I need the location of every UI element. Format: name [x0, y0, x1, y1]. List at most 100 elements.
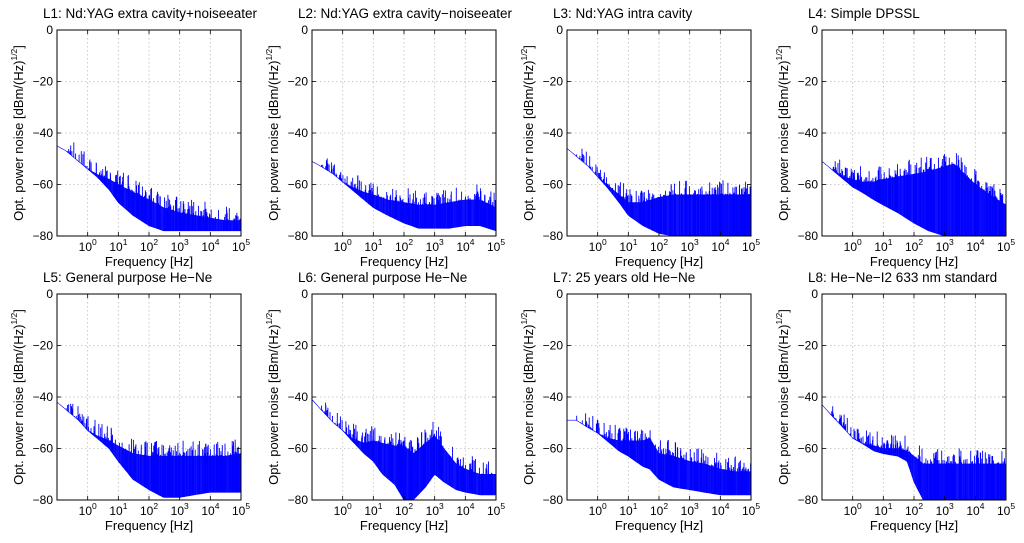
x-tick-label: 104 [966, 237, 984, 254]
y-tick-label: −80 [288, 493, 309, 507]
x-axis-label: Frequency [Hz] [105, 254, 193, 269]
noise-spikes [831, 153, 1005, 236]
x-tick-label: 100 [79, 237, 97, 254]
x-tick-label: 105 [742, 237, 760, 254]
y-tick-label: −80 [798, 493, 819, 507]
y-tick-label: −80 [288, 229, 309, 243]
x-tick-label: 102 [140, 501, 158, 518]
x-tick-label: 103 [936, 237, 954, 254]
y-tick-label: −80 [33, 229, 54, 243]
subplot-title: L5: General purpose He−Ne [43, 270, 212, 285]
y-tick-label: −60 [543, 178, 564, 192]
x-tick-label: 103 [171, 237, 189, 254]
x-tick-label: 104 [966, 501, 984, 518]
y-tick-label: 0 [811, 23, 818, 37]
y-axis-label: Opt. power noise [dBm/(Hz)1/2] [774, 45, 791, 221]
y-axis-label: Opt. power noise [dBm/(Hz)1/2] [264, 45, 281, 221]
y-tick-label: −80 [543, 229, 564, 243]
x-tick-label: 100 [334, 237, 352, 254]
x-tick-label: 102 [140, 237, 158, 254]
y-axis-label: Opt. power noise [dBm/(Hz)1/2] [519, 309, 536, 485]
y-tick-label: 0 [556, 287, 563, 301]
subplot-title: L1: Nd:YAG extra cavity+noiseeater [43, 6, 257, 21]
x-axis-label: Frequency [Hz] [360, 518, 448, 533]
subplot-title: L3: Nd:YAG intra cavity [553, 6, 693, 21]
x-tick-label: 102 [395, 501, 413, 518]
x-tick-label: 101 [874, 501, 892, 518]
y-tick-label: 0 [556, 23, 563, 37]
subplot-5: 100 101 102 103 104 105 0 −20 −40 −60 −80 L5: Gener… [9, 270, 250, 533]
y-tick-label: −20 [798, 75, 819, 89]
y-tick-label: −60 [288, 178, 309, 192]
y-tick-label: −20 [543, 75, 564, 89]
x-tick-label: 102 [905, 501, 923, 518]
y-tick-label: −40 [288, 390, 309, 404]
subplot-3: 100 101 102 103 104 105 0 −20 −40 −60 −80 L3: Nd:YA… [519, 6, 760, 269]
y-tick-label: −60 [543, 442, 564, 456]
noise-spikes [321, 158, 496, 231]
x-tick-label: 101 [109, 501, 127, 518]
x-tick-label: 100 [589, 237, 607, 254]
y-tick-label: −20 [33, 339, 54, 353]
x-tick-label: 105 [487, 237, 505, 254]
y-axis-label: Opt. power noise [dBm/(Hz)1/2] [264, 309, 281, 485]
y-tick-label: −60 [288, 442, 309, 456]
x-tick-label: 105 [232, 237, 250, 254]
y-tick-label: −60 [798, 178, 819, 192]
x-tick-label: 102 [395, 237, 413, 254]
y-axis-label: Opt. power noise [dBm/(Hz)1/2] [774, 309, 791, 485]
y-tick-label: −20 [33, 75, 54, 89]
x-tick-label: 104 [201, 501, 219, 518]
x-tick-label: 101 [619, 501, 637, 518]
x-tick-label: 103 [426, 501, 444, 518]
y-tick-label: −40 [543, 126, 564, 140]
x-tick-label: 103 [426, 237, 444, 254]
y-tick-label: −20 [288, 339, 309, 353]
x-tick-label: 102 [650, 237, 668, 254]
x-tick-label: 100 [334, 501, 352, 518]
noise-spikes [65, 403, 241, 498]
y-tick-label: −20 [288, 75, 309, 89]
x-tick-label: 104 [456, 501, 474, 518]
y-tick-label: −40 [33, 126, 54, 140]
y-tick-label: −60 [33, 178, 54, 192]
y-axis-label: Opt. power noise [dBm/(Hz)1/2] [9, 309, 26, 485]
x-tick-label: 105 [997, 501, 1015, 518]
noise-spikes [576, 148, 752, 236]
x-tick-label: 103 [681, 501, 699, 518]
x-tick-label: 105 [232, 501, 250, 518]
x-tick-label: 100 [79, 501, 97, 518]
x-tick-label: 101 [619, 237, 637, 254]
x-tick-label: 100 [589, 501, 607, 518]
x-tick-label: 101 [364, 501, 382, 518]
y-tick-label: 0 [46, 23, 53, 37]
y-tick-label: −40 [798, 126, 819, 140]
y-tick-label: −40 [798, 390, 819, 404]
x-axis-label: Frequency [Hz] [360, 254, 448, 269]
x-tick-label: 103 [936, 501, 954, 518]
x-axis-label: Frequency [Hz] [870, 518, 958, 533]
y-tick-label: 0 [811, 287, 818, 301]
x-tick-label: 101 [874, 237, 892, 254]
y-tick-label: −80 [543, 493, 564, 507]
subplot-6: 100 101 102 103 104 105 0 −20 −40 −60 −80 L6: Gener… [264, 270, 505, 533]
noise-spikes [831, 406, 1006, 500]
y-axis-label: Opt. power noise [dBm/(Hz)1/2] [9, 45, 26, 221]
y-tick-label: −60 [33, 442, 54, 456]
x-axis-label: Frequency [Hz] [105, 518, 193, 533]
y-tick-label: −60 [798, 442, 819, 456]
noise-spikes [321, 402, 497, 500]
subplot-title: L6: General purpose He−Ne [298, 270, 467, 285]
x-tick-label: 101 [364, 237, 382, 254]
y-tick-label: −80 [33, 493, 54, 507]
x-tick-label: 100 [844, 237, 862, 254]
subplot-2: 100 101 102 103 104 105 0 −20 −40 −60 −80 L2: Nd:YA… [264, 6, 512, 269]
y-tick-label: −40 [543, 390, 564, 404]
x-tick-label: 101 [109, 237, 127, 254]
y-tick-label: 0 [46, 287, 53, 301]
subplot-7: 100 101 102 103 104 105 0 −20 −40 −60 −80 L7: 25 ye… [519, 270, 760, 533]
x-tick-label: 105 [487, 501, 505, 518]
subplot-1: 100 101 102 103 104 105 0 −20 −40 −60 −80 L1: Nd:YA… [9, 6, 257, 269]
x-axis-label: Frequency [Hz] [615, 254, 703, 269]
subplot-title: L8: He−Ne−I2 633 nm standard [808, 270, 997, 285]
